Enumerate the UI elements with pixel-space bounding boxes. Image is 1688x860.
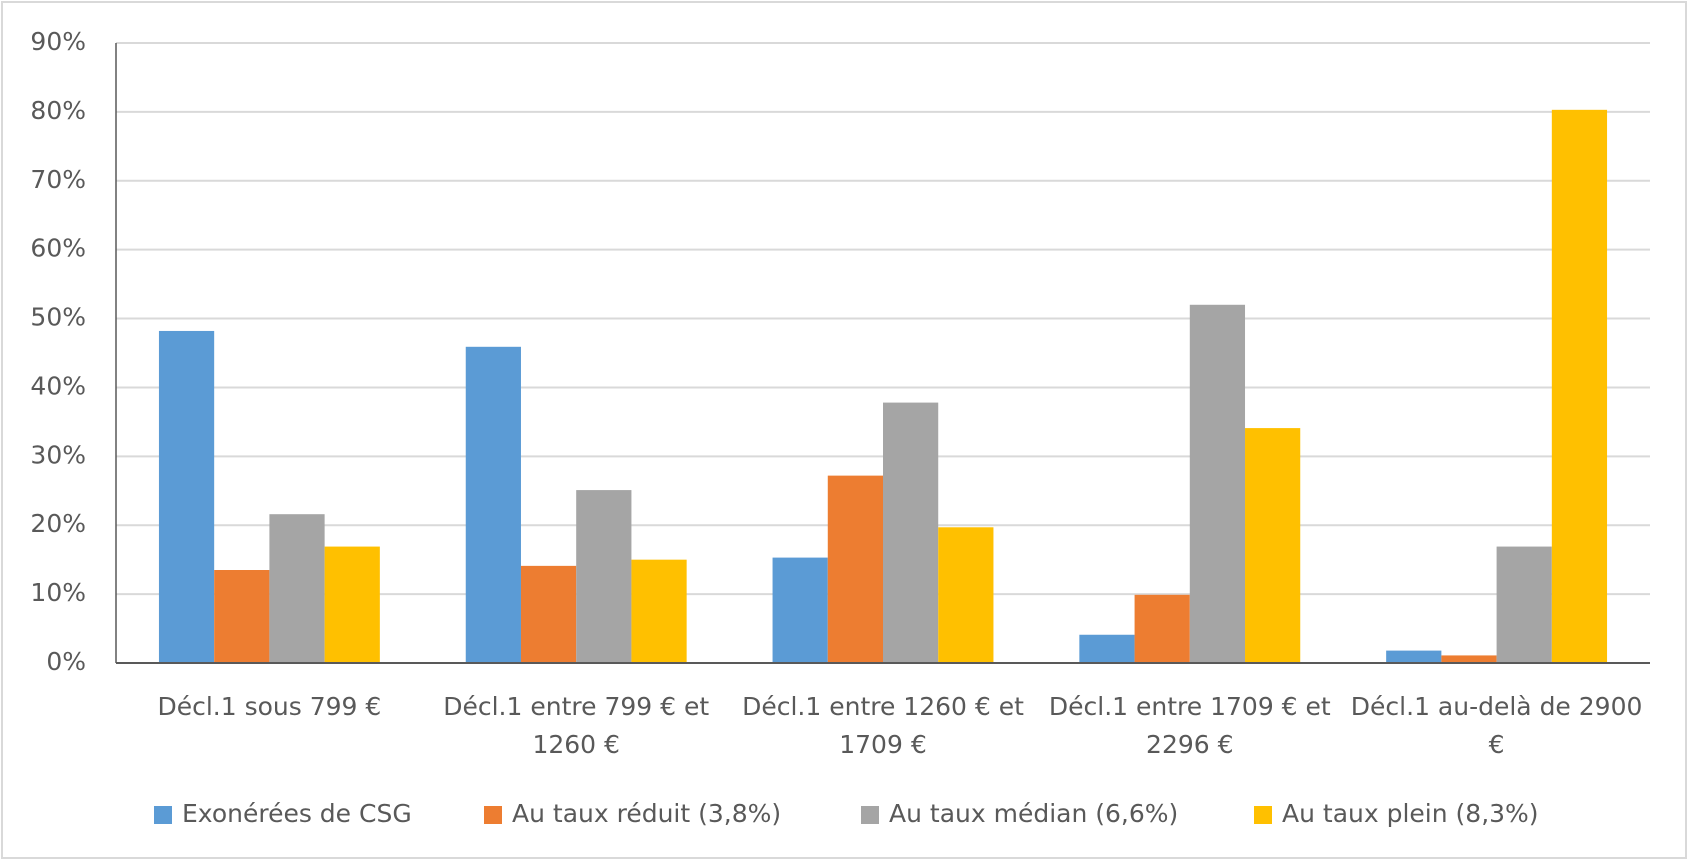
y-tick-label: 0% [46,647,86,676]
bar [1134,594,1190,663]
legend-swatch [484,806,502,824]
y-tick-label: 70% [30,165,86,194]
bar [1245,428,1301,663]
bar [631,559,687,663]
bar [1189,304,1246,663]
bar [883,402,939,663]
y-tick-label: 60% [30,234,86,263]
legend-label: Au taux médian (6,6%) [889,799,1178,828]
bar [1386,650,1442,663]
legend-label: Au taux plein (8,3%) [1282,799,1539,828]
bar [324,546,380,663]
legend-swatch [1254,806,1272,824]
bar [520,565,577,663]
legend-label: Exonérées de CSG [182,799,412,828]
y-tick-label: 30% [30,440,86,469]
y-tick-label: 80% [30,96,86,125]
y-tick-label: 10% [30,578,86,607]
x-tick-label: Décl.1 entre 1260 € et 1709 € [742,692,1024,759]
bar [772,557,828,663]
y-tick-label: 50% [30,303,86,332]
y-tick-label: 90% [30,27,86,56]
x-tick-label: Décl.1 au-delà de 2900 € [1350,692,1643,759]
bar [158,330,215,663]
bar [1496,546,1552,663]
bar [827,475,883,663]
bar [576,490,632,663]
x-tick-label: Décl.1 entre 799 € et 1260 € [443,692,710,759]
bar [1441,655,1497,663]
bar [465,346,521,663]
y-tick-label: 20% [30,509,86,538]
legend-swatch [861,806,879,824]
bar [214,570,270,663]
x-tick-label: Décl.1 entre 1709 € et 2296 € [1048,692,1331,759]
bar [938,527,994,663]
y-tick-label: 40% [30,371,86,400]
bar [1551,109,1608,664]
x-tick-label: Décl.1 sous 799 € [157,692,382,721]
bar [1079,634,1135,663]
bar [269,514,325,663]
legend-swatch [154,806,172,824]
legend-label: Au taux réduit (3,8%) [512,799,781,828]
